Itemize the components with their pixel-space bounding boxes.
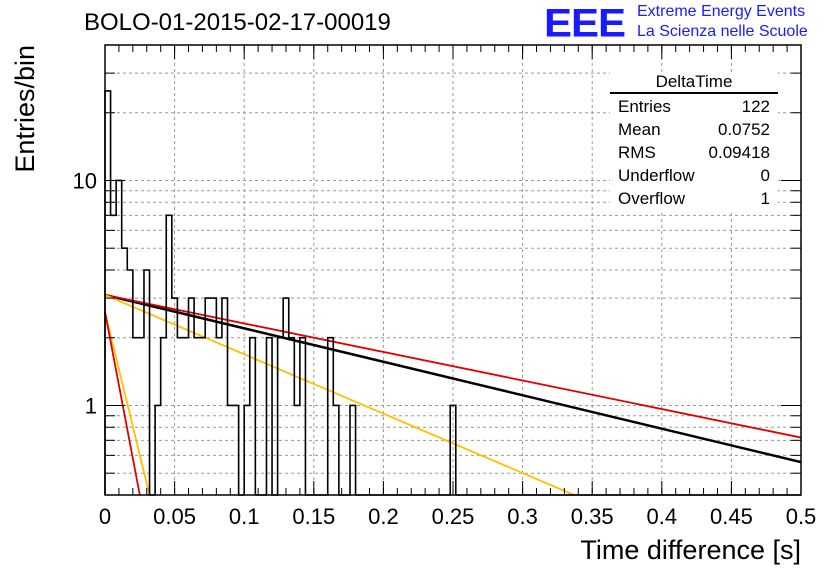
stats-title: DeltaTime xyxy=(610,72,778,94)
stats-row-overflow: Overflow 1 xyxy=(610,187,778,210)
x-tick-label: 0.15 xyxy=(292,504,335,529)
fit-curve xyxy=(104,293,802,464)
stats-value: 1 xyxy=(760,189,770,208)
stats-label: Mean xyxy=(618,120,661,139)
logo-line-1: Extreme Energy Events xyxy=(637,3,806,20)
x-tick-label: 0.4 xyxy=(647,504,678,529)
fit-curve xyxy=(104,311,141,496)
fit-curve xyxy=(104,311,151,496)
x-tick-label: 0 xyxy=(99,504,111,529)
y-axis-label: Entries/bin xyxy=(10,45,40,173)
axis-ticks xyxy=(104,44,802,496)
x-tick-label: 0.25 xyxy=(432,504,475,529)
x-tick-label: 0.1 xyxy=(229,504,260,529)
x-tick-label: 0.3 xyxy=(507,504,538,529)
stats-value: 0.09418 xyxy=(708,143,770,162)
x-tick-label: 0.35 xyxy=(571,504,614,529)
fit-curve xyxy=(104,294,802,439)
stats-row-entries: Entries 122 xyxy=(610,95,778,118)
stats-row-rms: RMS 0.09418 xyxy=(610,141,778,164)
stats-value: 0.0752 xyxy=(718,120,770,139)
y-tick-label: 1 xyxy=(85,393,97,418)
stats-box: DeltaTime Entries 122 Mean 0.0752 RMS 0.094… xyxy=(610,72,778,210)
stats-row-mean: Mean 0.0752 xyxy=(610,118,778,141)
y-tick-label: 10 xyxy=(73,168,97,193)
stats-label: Entries xyxy=(618,97,671,116)
x-tick-label: 0.2 xyxy=(368,504,399,529)
x-axis-label: Time difference [s] xyxy=(580,535,801,565)
eee-logo: EEE xyxy=(544,0,626,45)
stats-label: Underflow xyxy=(618,166,695,185)
stats-value: 122 xyxy=(741,97,770,116)
x-tick-label: 0.05 xyxy=(153,504,196,529)
run-title: BOLO-01-2015-02-17-00019 xyxy=(84,9,391,36)
fit-curves xyxy=(104,293,802,496)
stats-label: RMS xyxy=(618,143,656,162)
stats-label: Overflow xyxy=(618,189,686,208)
stats-row-underflow: Underflow 0 xyxy=(610,164,778,187)
logo-line-2: La Scienza nelle Scuole xyxy=(637,23,808,40)
fit-curve xyxy=(104,294,575,496)
x-tick-label: 0.5 xyxy=(786,504,817,529)
logo-caption: Extreme Energy Events La Scienza nelle S… xyxy=(637,2,808,42)
x-tick-label: 0.45 xyxy=(710,504,753,529)
stats-value: 0 xyxy=(760,166,770,185)
